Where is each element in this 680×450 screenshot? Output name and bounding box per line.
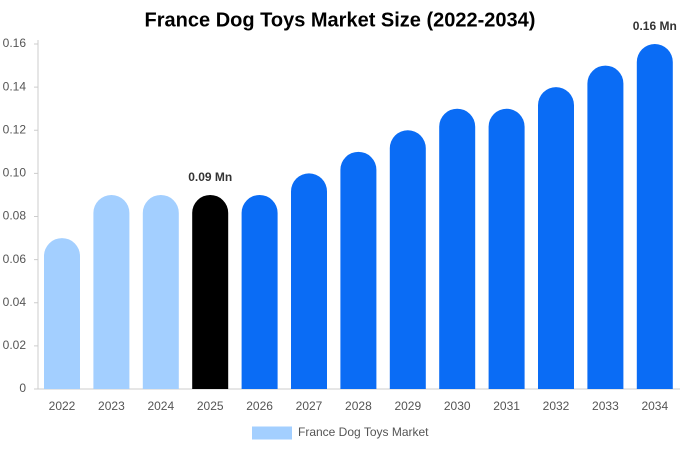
y-tick-label: 0.14 — [3, 79, 27, 93]
x-tick-label: 2027 — [296, 399, 323, 413]
bar — [636, 44, 673, 389]
legend-swatch — [252, 426, 292, 440]
bar — [241, 194, 278, 389]
y-tick-label: 0.04 — [3, 295, 27, 309]
legend-label: France Dog Toys Market — [298, 425, 429, 439]
bar — [538, 87, 574, 389]
bar — [44, 238, 80, 389]
x-tick-label: 2028 — [345, 399, 372, 413]
bar — [488, 108, 525, 390]
x-tick-label: 2025 — [197, 399, 224, 413]
x-tick-label: 2026 — [246, 399, 273, 413]
x-tick-label: 2023 — [98, 399, 125, 413]
data-label: 0.09 Mn — [188, 170, 232, 184]
bar — [587, 65, 624, 389]
x-tick-label: 2032 — [543, 399, 570, 413]
bar — [389, 130, 426, 390]
y-tick-label: 0.06 — [3, 252, 27, 266]
chart-title: France Dog Toys Market Size (2022-2034) — [145, 9, 536, 31]
y-tick-label: 0.16 — [3, 36, 27, 50]
y-tick-label: 0.02 — [3, 338, 27, 352]
x-tick-label: 2024 — [147, 399, 174, 413]
bar — [340, 151, 377, 389]
y-tick-label: 0.12 — [3, 122, 27, 136]
bar — [192, 194, 229, 389]
data-label: 0.16 Mn — [633, 19, 677, 33]
x-tick-label: 2029 — [394, 399, 421, 413]
y-tick-label: 0 — [19, 381, 26, 395]
bar — [439, 108, 476, 389]
y-tick-label: 0.08 — [3, 209, 27, 223]
x-tick-label: 2022 — [49, 399, 76, 413]
x-tick-label: 2034 — [641, 399, 668, 413]
bar — [93, 194, 130, 389]
x-tick-label: 2030 — [444, 399, 471, 413]
bar — [291, 173, 327, 389]
bar — [142, 194, 179, 389]
x-tick-label: 2031 — [493, 399, 520, 413]
y-tick-label: 0.10 — [3, 166, 27, 180]
x-tick-label: 2033 — [592, 399, 619, 413]
